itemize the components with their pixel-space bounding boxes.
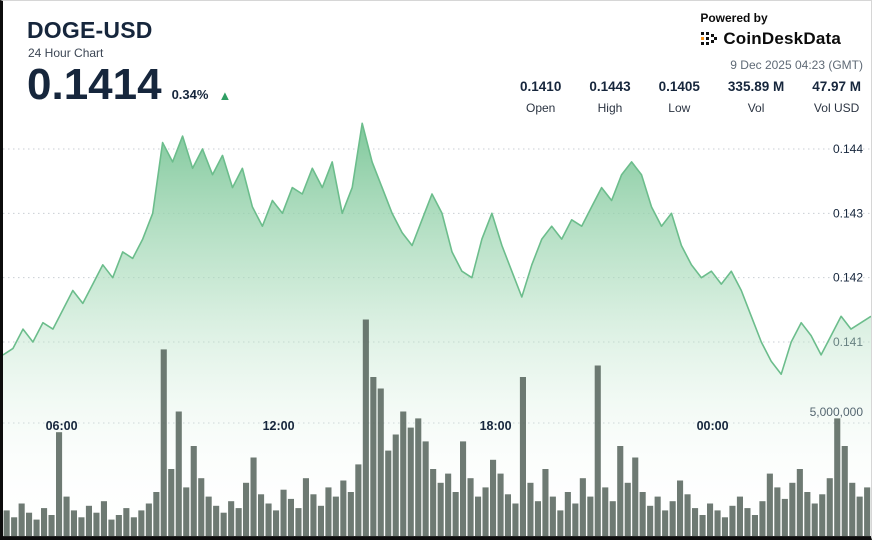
svg-text:0.142: 0.142	[833, 271, 863, 285]
brand-block: Powered by CoinDeskData	[700, 11, 841, 49]
svg-text:06:00: 06:00	[46, 419, 78, 433]
up-arrow-icon: ▲	[218, 88, 232, 103]
price-row: 0.1414 0.34% ▲	[27, 63, 231, 107]
symbol-title: DOGE-USD	[27, 17, 153, 43]
svg-text:0.143: 0.143	[833, 206, 863, 220]
stat-low: 0.1405 Low	[658, 79, 700, 115]
coindesk-mark-icon	[701, 32, 718, 45]
stat-open: 0.1410 Open	[520, 79, 562, 115]
coindesk-logo[interactable]: CoinDeskData	[700, 29, 841, 49]
last-price: 0.1414	[27, 60, 162, 109]
stats-row: 0.1410 Open 0.1443 High 0.1405 Low 335.8…	[520, 79, 861, 115]
svg-text:18:00: 18:00	[480, 419, 512, 433]
chart-timestamp: 9 Dec 2025 04:23 (GMT)	[730, 58, 863, 72]
stat-volume: 335.89 M Vol	[727, 79, 785, 115]
price-change-percent: 0.34%	[171, 87, 209, 102]
stat-high: 0.1443 High	[589, 79, 631, 115]
price-volume-chart[interactable]: 0.1440.1430.1420.1415,000,00006:0012:001…	[3, 121, 871, 538]
chart-subtitle: 24 Hour Chart	[28, 46, 104, 60]
svg-text:00:00: 00:00	[697, 419, 729, 433]
brand-name: CoinDeskData	[723, 29, 841, 48]
powered-by-label: Powered by	[700, 11, 768, 25]
svg-text:12:00: 12:00	[263, 419, 295, 433]
svg-text:0.144: 0.144	[833, 142, 863, 156]
stat-volume-usd: 47.97 M Vol USD	[812, 79, 861, 115]
